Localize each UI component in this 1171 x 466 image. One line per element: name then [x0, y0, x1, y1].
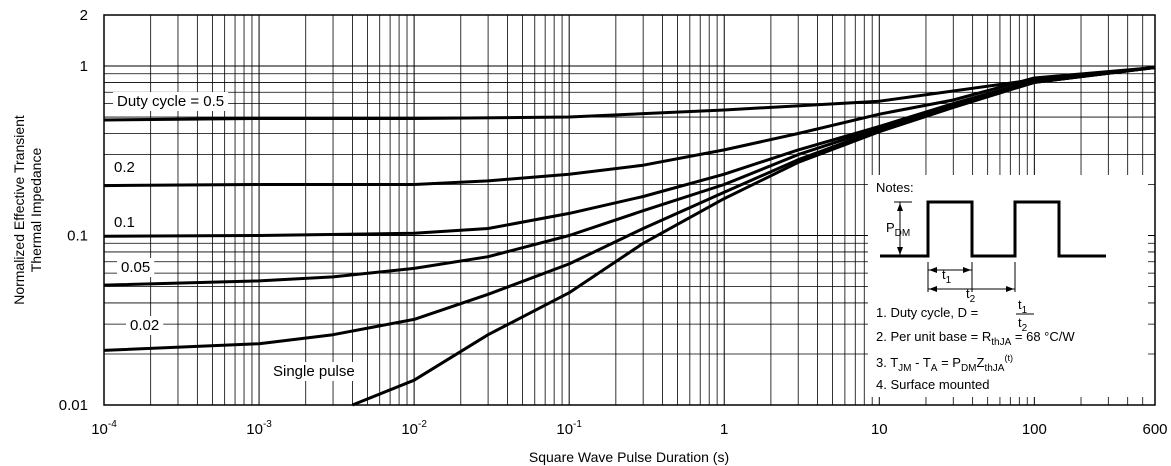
y-tick-label-2: 0.1: [67, 228, 88, 245]
note-3-s3: DM: [961, 363, 977, 374]
note-2-text: 2. Per unit base = R: [876, 329, 991, 344]
pdm-label: PDM: [886, 220, 910, 239]
x-tick-label-0: 10-4: [91, 419, 117, 438]
t2-label: t2: [966, 286, 976, 305]
t1-base: t: [942, 267, 946, 282]
notes-background: [868, 175, 1148, 397]
pdm-sub: DM: [895, 228, 911, 239]
series-line-0: [103, 66, 1156, 122]
note-3: 3. TJM - TA = PDMZthJA(t): [876, 353, 1013, 374]
note-3-p3: = P: [937, 355, 961, 370]
t1-arrow-right: [963, 267, 971, 273]
series-label-3: 0.05: [121, 259, 150, 276]
note-1-numerator: t1: [1018, 297, 1028, 316]
note-2: 2. Per unit base = RthJA = 68 °C/W: [876, 329, 1075, 348]
series-label-background-1: [110, 158, 139, 177]
t1-sub: 1: [946, 275, 952, 286]
series-group: [103, 66, 1156, 407]
t1-arrow-left: [929, 267, 937, 273]
x-tick-labels: 10-4 10-3 10-2 10-1 1 10 100 600: [91, 419, 1167, 438]
x-tick-label-5: 10: [871, 421, 888, 438]
t2-arrow-right: [1006, 286, 1014, 292]
y-tick-label-1: 1: [80, 58, 88, 75]
y-tick-label-3: 0.01: [59, 397, 88, 414]
x-tick-label-1: 10-3: [246, 419, 272, 438]
note-3-p4: Z: [977, 355, 985, 370]
note-3-p2: - T: [912, 355, 931, 370]
pdm-base: P: [886, 220, 895, 235]
note-1-den-sub: 2: [1022, 323, 1028, 334]
note-1-den-base: t: [1018, 315, 1022, 330]
x-tick-label-4: 1: [720, 421, 728, 438]
note-1: 1. Duty cycle, D =: [876, 305, 978, 320]
series-label-background-5: [269, 362, 359, 381]
x-tick-label-6: 100: [1022, 421, 1047, 438]
series-label-background-0: [113, 92, 229, 111]
note-4: 4. Surface mounted: [876, 377, 989, 392]
t2-sub: 2: [970, 294, 976, 305]
t1-label: t1: [942, 267, 952, 286]
series-line-1: [103, 66, 1156, 188]
notes-box: Notes: PDM t1 t2 1. Duty cycle, D = t1 t…: [868, 175, 1148, 397]
note-3-s1: JM: [898, 363, 911, 374]
notes-title: Notes:: [876, 180, 914, 195]
series-label-background-2: [110, 213, 139, 232]
note-2-sub: thJA: [991, 337, 1011, 348]
note-3-s2: A: [931, 363, 938, 374]
x-axis-label: Square Wave Pulse Duration (s): [529, 449, 729, 465]
note-1-num-sub: 1: [1022, 305, 1028, 316]
y-axis-label-line1: Normalized Effective Transient: [11, 115, 27, 305]
note-3-sup: (t): [1004, 353, 1013, 363]
note-3-p1: 3. T: [876, 355, 898, 370]
series-label-0: Duty cycle = 0.5: [117, 93, 224, 110]
series-label-background-3: [117, 258, 155, 277]
x-tick-label-2: 10-2: [401, 419, 427, 438]
series-label-background-4: [126, 316, 164, 335]
series-labels: Duty cycle = 0.5 0.2 0.1 0.05 0.02 Single pul…: [110, 92, 359, 381]
note-2-tail: = 68 °C/W: [1011, 329, 1075, 344]
pdm-arrow-down: [897, 247, 903, 255]
note-1-denominator: t2: [1018, 315, 1028, 334]
series-line-5: [351, 66, 1156, 407]
plot-frame: [103, 14, 1156, 406]
series-label-5: Single pulse: [273, 363, 355, 380]
t2-base: t: [966, 286, 970, 301]
note-1-num-base: t: [1018, 297, 1022, 312]
t2-arrow-left: [929, 286, 937, 292]
pulse-waveform: [880, 200, 1106, 258]
y-axis-label-line2: Thermal Impedance: [28, 148, 44, 273]
y-tick-label-0: 2: [80, 7, 88, 24]
note-3-s4: thJA: [984, 363, 1004, 374]
x-tick-label-7: 600: [1142, 421, 1167, 438]
y-tick-labels: 2 1 0.1 0.01: [59, 7, 88, 414]
series-label-4: 0.02: [130, 317, 159, 334]
pdm-arrow-up: [897, 203, 903, 211]
series-label-2: 0.1: [114, 214, 135, 231]
x-tick-label-3: 10-1: [556, 419, 582, 438]
series-label-1: 0.2: [114, 159, 135, 176]
